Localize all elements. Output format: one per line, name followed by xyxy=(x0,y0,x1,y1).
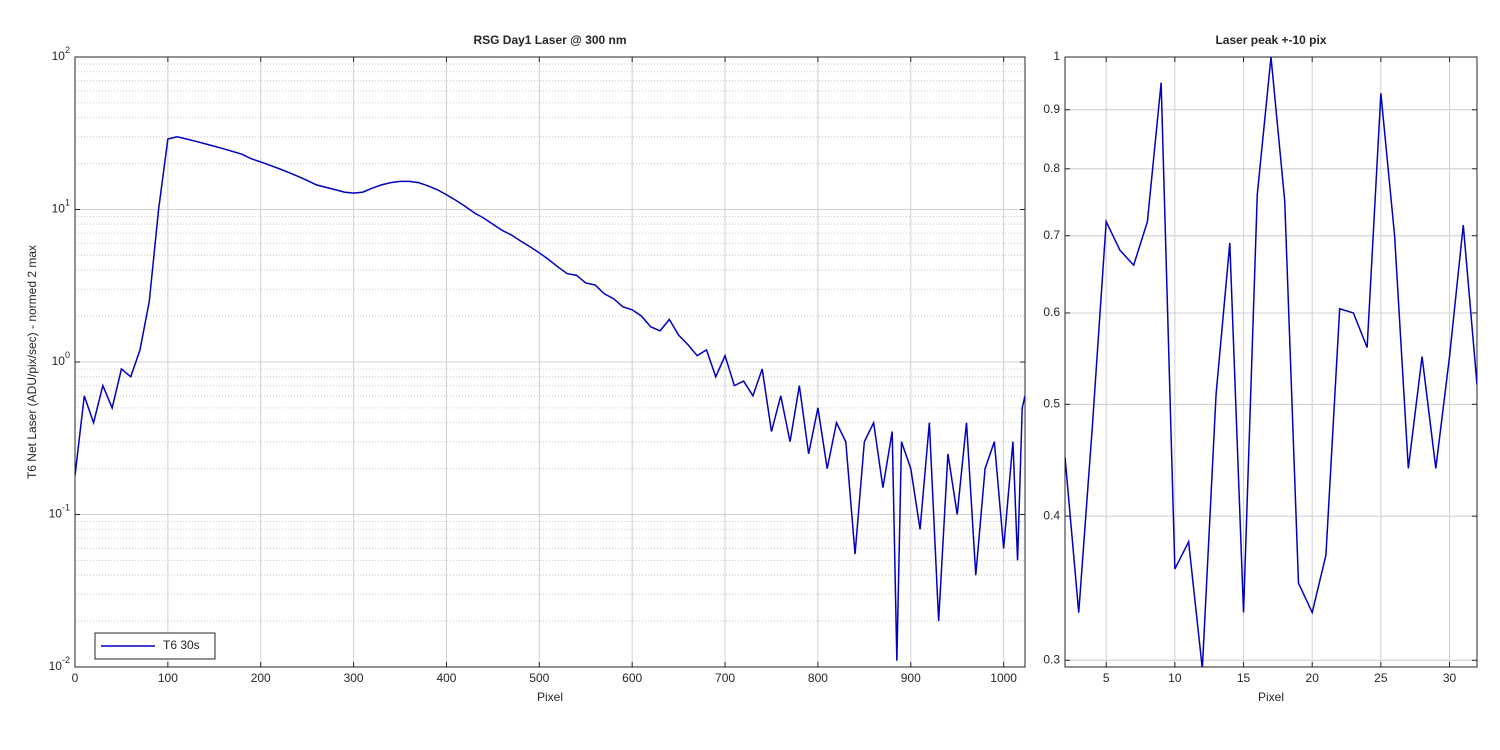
x-tick-label: 1000 xyxy=(990,671,1017,685)
chart-title: Laser peak +-10 pix xyxy=(1215,33,1326,47)
x-tick-label: 800 xyxy=(808,671,828,685)
axes-box xyxy=(74,56,1026,668)
x-tick-label: 0 xyxy=(72,671,79,685)
y-tick-label: 102 xyxy=(52,45,70,63)
data-line xyxy=(1065,57,1477,667)
y-tick-label: 0.5 xyxy=(1043,396,1060,410)
plot-area xyxy=(1065,57,1477,667)
y-tick-label: 101 xyxy=(52,198,70,216)
x-tick-label: 400 xyxy=(436,671,456,685)
x-tick-label: 30 xyxy=(1443,671,1457,685)
x-tick-label: 5 xyxy=(1103,671,1110,685)
legend-label: T6 30s xyxy=(163,638,200,652)
y-tick-label: 0.6 xyxy=(1043,305,1060,319)
y-tick-label: 0.7 xyxy=(1043,228,1060,242)
y-tick-label: 0.4 xyxy=(1043,508,1060,522)
y-axis-label: T6 Net Laser (ADU/pix/sec) - normed 2 ma… xyxy=(25,245,39,479)
x-axis-label: Pixel xyxy=(1258,690,1284,704)
x-tick-label: 20 xyxy=(1306,671,1320,685)
x-tick-label: 700 xyxy=(715,671,735,685)
chart-title: RSG Day1 Laser @ 300 nm xyxy=(473,33,626,47)
y-tick-label: 10-1 xyxy=(49,503,70,521)
x-tick-label: 900 xyxy=(901,671,921,685)
x-tick-label: 300 xyxy=(344,671,364,685)
x-tick-label: 500 xyxy=(529,671,549,685)
x-tick-label: 15 xyxy=(1237,671,1251,685)
y-tick-label: 100 xyxy=(52,350,70,368)
x-tick-label: 200 xyxy=(251,671,271,685)
x-tick-label: 25 xyxy=(1374,671,1388,685)
y-tick-label: 0.9 xyxy=(1043,102,1060,116)
y-tick-label: 0.3 xyxy=(1043,652,1060,666)
x-tick-label: 10 xyxy=(1168,671,1182,685)
x-axis-label: Pixel xyxy=(537,690,563,704)
x-tick-label: 600 xyxy=(622,671,642,685)
data-line xyxy=(75,135,1025,661)
y-tick-label: 10-2 xyxy=(49,655,70,673)
y-tick-label: 1 xyxy=(1053,49,1060,63)
x-tick-label: 100 xyxy=(158,671,178,685)
y-tick-label: 0.8 xyxy=(1043,161,1060,175)
